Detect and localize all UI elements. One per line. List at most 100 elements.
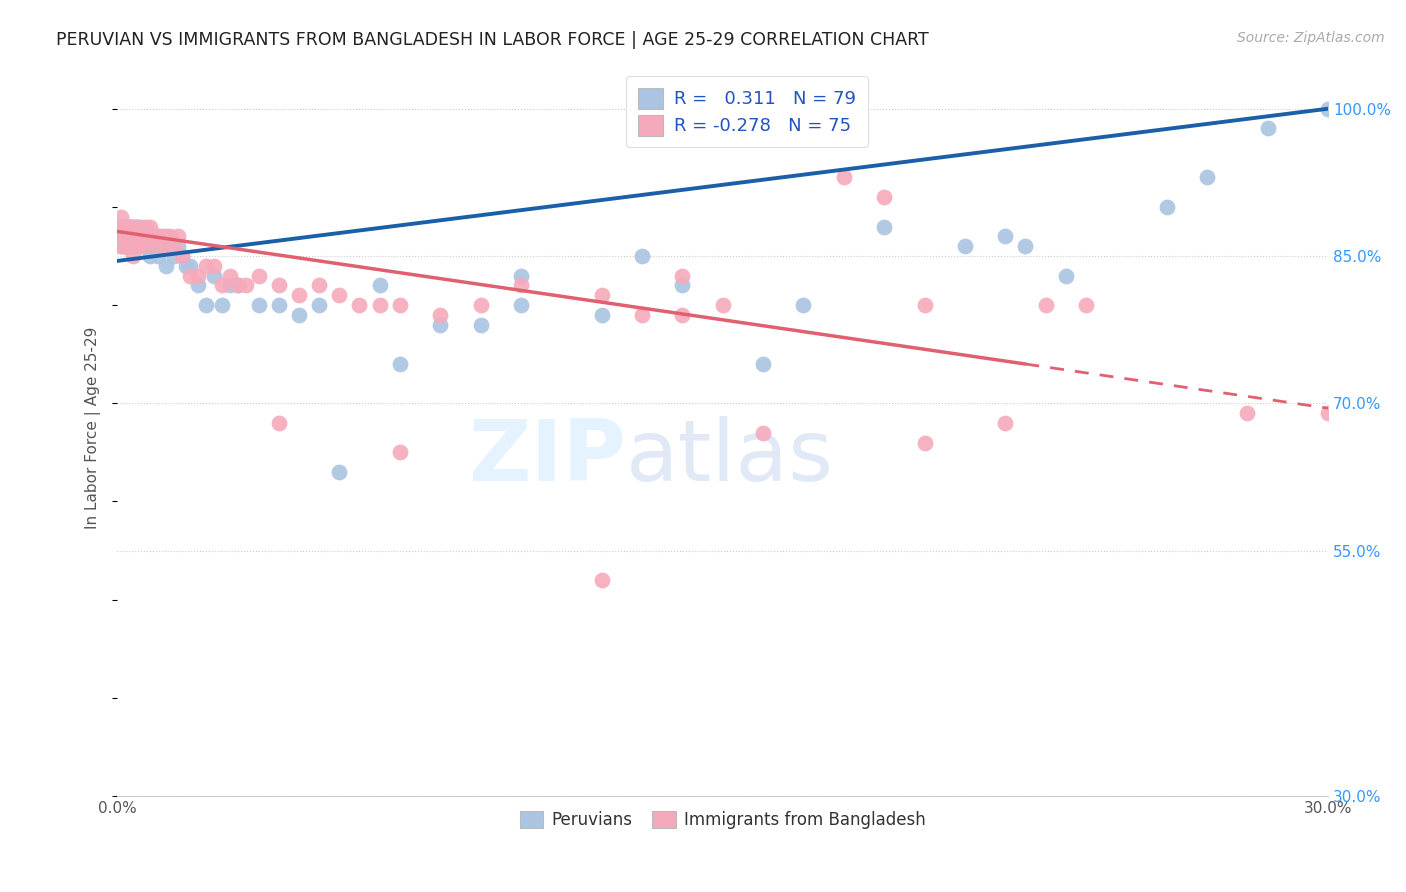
- Point: [1156, 200, 1178, 214]
- Point: [752, 425, 775, 440]
- Point: [211, 278, 233, 293]
- Text: Source: ZipAtlas.com: Source: ZipAtlas.com: [1237, 31, 1385, 45]
- Point: [170, 249, 193, 263]
- Point: [163, 239, 186, 253]
- Point: [195, 298, 218, 312]
- Point: [388, 357, 411, 371]
- Point: [470, 318, 492, 332]
- Point: [114, 239, 136, 253]
- Point: [470, 298, 492, 312]
- Point: [591, 288, 613, 302]
- Point: [150, 239, 173, 253]
- Point: [135, 229, 157, 244]
- Point: [122, 219, 145, 234]
- Point: [509, 278, 531, 293]
- Point: [135, 229, 157, 244]
- Point: [711, 298, 734, 312]
- Point: [142, 239, 165, 253]
- Point: [953, 239, 976, 253]
- Point: [118, 229, 141, 244]
- Point: [118, 239, 141, 253]
- Point: [873, 219, 896, 234]
- Point: [211, 298, 233, 312]
- Point: [114, 229, 136, 244]
- Point: [114, 229, 136, 244]
- Point: [202, 259, 225, 273]
- Point: [914, 435, 936, 450]
- Point: [114, 219, 136, 234]
- Point: [155, 229, 177, 244]
- Point: [671, 268, 693, 283]
- Point: [118, 229, 141, 244]
- Point: [110, 239, 132, 253]
- Point: [308, 298, 330, 312]
- Point: [118, 219, 141, 234]
- Point: [131, 239, 153, 253]
- Point: [122, 249, 145, 263]
- Point: [429, 318, 451, 332]
- Point: [127, 239, 149, 253]
- Point: [114, 239, 136, 253]
- Text: PERUVIAN VS IMMIGRANTS FROM BANGLADESH IN LABOR FORCE | AGE 25-29 CORRELATION CH: PERUVIAN VS IMMIGRANTS FROM BANGLADESH I…: [56, 31, 929, 49]
- Point: [146, 229, 169, 244]
- Point: [122, 229, 145, 244]
- Point: [127, 219, 149, 234]
- Point: [219, 278, 242, 293]
- Point: [308, 278, 330, 293]
- Point: [122, 239, 145, 253]
- Point: [509, 268, 531, 283]
- Point: [110, 229, 132, 244]
- Point: [138, 229, 160, 244]
- Point: [349, 298, 371, 312]
- Point: [235, 278, 257, 293]
- Point: [166, 229, 188, 244]
- Point: [328, 288, 350, 302]
- Point: [752, 357, 775, 371]
- Point: [170, 249, 193, 263]
- Point: [138, 219, 160, 234]
- Point: [114, 229, 136, 244]
- Point: [267, 278, 290, 293]
- Y-axis label: In Labor Force | Age 25-29: In Labor Force | Age 25-29: [86, 326, 101, 529]
- Point: [671, 308, 693, 322]
- Point: [118, 219, 141, 234]
- Point: [127, 219, 149, 234]
- Point: [138, 249, 160, 263]
- Text: ZIP: ZIP: [468, 416, 626, 499]
- Point: [1257, 121, 1279, 136]
- Point: [114, 239, 136, 253]
- Point: [1236, 406, 1258, 420]
- Point: [114, 219, 136, 234]
- Point: [429, 308, 451, 322]
- Point: [131, 219, 153, 234]
- Point: [914, 298, 936, 312]
- Point: [288, 308, 311, 322]
- Point: [118, 239, 141, 253]
- Point: [1317, 406, 1340, 420]
- Point: [131, 229, 153, 244]
- Point: [110, 210, 132, 224]
- Point: [127, 219, 149, 234]
- Point: [267, 416, 290, 430]
- Point: [118, 219, 141, 234]
- Point: [328, 465, 350, 479]
- Point: [228, 278, 250, 293]
- Point: [247, 268, 270, 283]
- Point: [163, 249, 186, 263]
- Point: [267, 298, 290, 312]
- Point: [122, 229, 145, 244]
- Point: [138, 229, 160, 244]
- Point: [159, 239, 181, 253]
- Point: [591, 308, 613, 322]
- Point: [155, 259, 177, 273]
- Point: [110, 229, 132, 244]
- Point: [122, 229, 145, 244]
- Point: [288, 288, 311, 302]
- Point: [118, 239, 141, 253]
- Point: [792, 298, 814, 312]
- Point: [195, 259, 218, 273]
- Point: [110, 229, 132, 244]
- Point: [146, 229, 169, 244]
- Point: [122, 219, 145, 234]
- Point: [166, 239, 188, 253]
